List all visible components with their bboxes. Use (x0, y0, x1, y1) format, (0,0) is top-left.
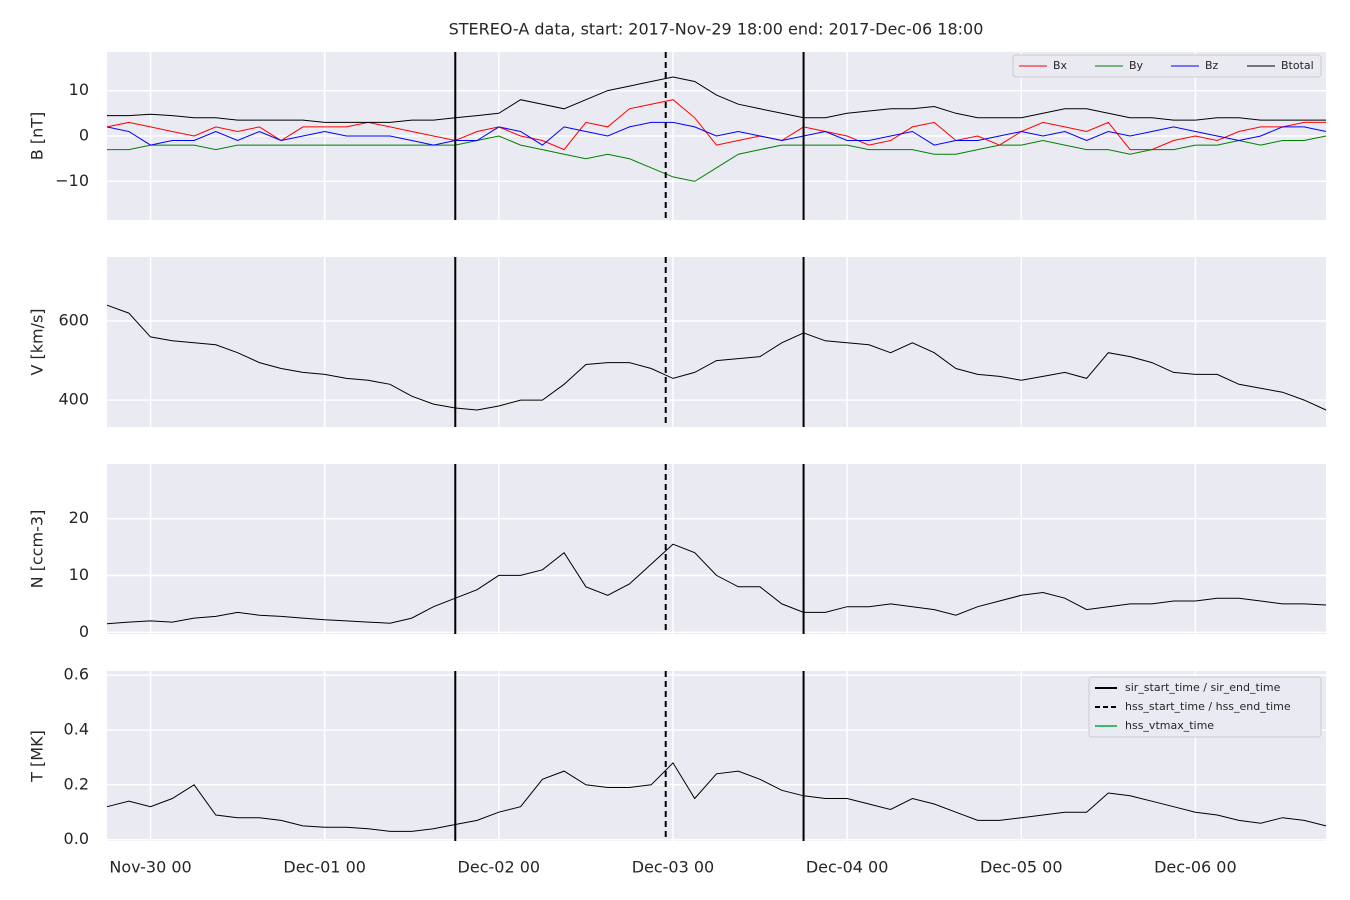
data-line (106, 304, 1327, 411)
x-tick-label: Dec-04 00 (806, 858, 889, 877)
y-tick-label: 10 (69, 565, 89, 584)
y-tick-label: 20 (69, 508, 89, 527)
legend-label: Bz (1205, 59, 1219, 72)
data-line (107, 76, 1326, 123)
x-tick-label: Dec-05 00 (980, 858, 1063, 877)
legend-box (1088, 676, 1322, 738)
data-line (107, 135, 1327, 182)
data-line (106, 121, 1327, 146)
data-line (106, 543, 1327, 625)
y-tick-label: 10 (69, 80, 89, 99)
legend-box (1012, 54, 1322, 78)
legend-label: sir_start_time / sir_end_time (1125, 681, 1281, 694)
y-tick-label: 0.4 (64, 719, 89, 738)
legend-label: By (1129, 59, 1144, 72)
panel-background (107, 464, 1326, 634)
data-line (106, 99, 1326, 151)
y-tick-label: 0.6 (64, 665, 89, 684)
x-tick-label: Dec-03 00 (632, 858, 715, 877)
x-tick-label: Dec-02 00 (458, 858, 541, 877)
y-tick-label: 0.2 (64, 774, 89, 793)
x-tick-label: Dec-06 00 (1154, 858, 1237, 877)
y-axis-label: V [km/s] (28, 308, 47, 375)
legend-label: Btotal (1281, 59, 1314, 72)
y-tick-label: 600 (58, 311, 89, 330)
y-tick-label: 400 (58, 390, 89, 409)
x-tick-label: Dec-01 00 (283, 858, 366, 877)
y-tick-label: −10 (55, 171, 89, 190)
y-axis-label: N [ccm-3] (28, 510, 47, 589)
data-line (106, 762, 1327, 832)
y-tick-label: 0 (79, 126, 89, 145)
legend-label: Bx (1053, 59, 1068, 72)
legend-label: hss_vtmax_time (1125, 719, 1214, 732)
panel-background (107, 257, 1326, 427)
legend-label: hss_start_time / hss_end_time (1125, 700, 1291, 713)
y-tick-label: 0.0 (64, 829, 89, 848)
y-axis-label: B [nT] (28, 112, 47, 160)
chart-title: STEREO-A data, start: 2017-Nov-29 18:00 … (449, 20, 984, 39)
y-tick-label: 0 (79, 622, 89, 641)
x-tick-label: Nov-30 00 (109, 858, 191, 877)
y-axis-label: T [MK] (28, 730, 47, 783)
